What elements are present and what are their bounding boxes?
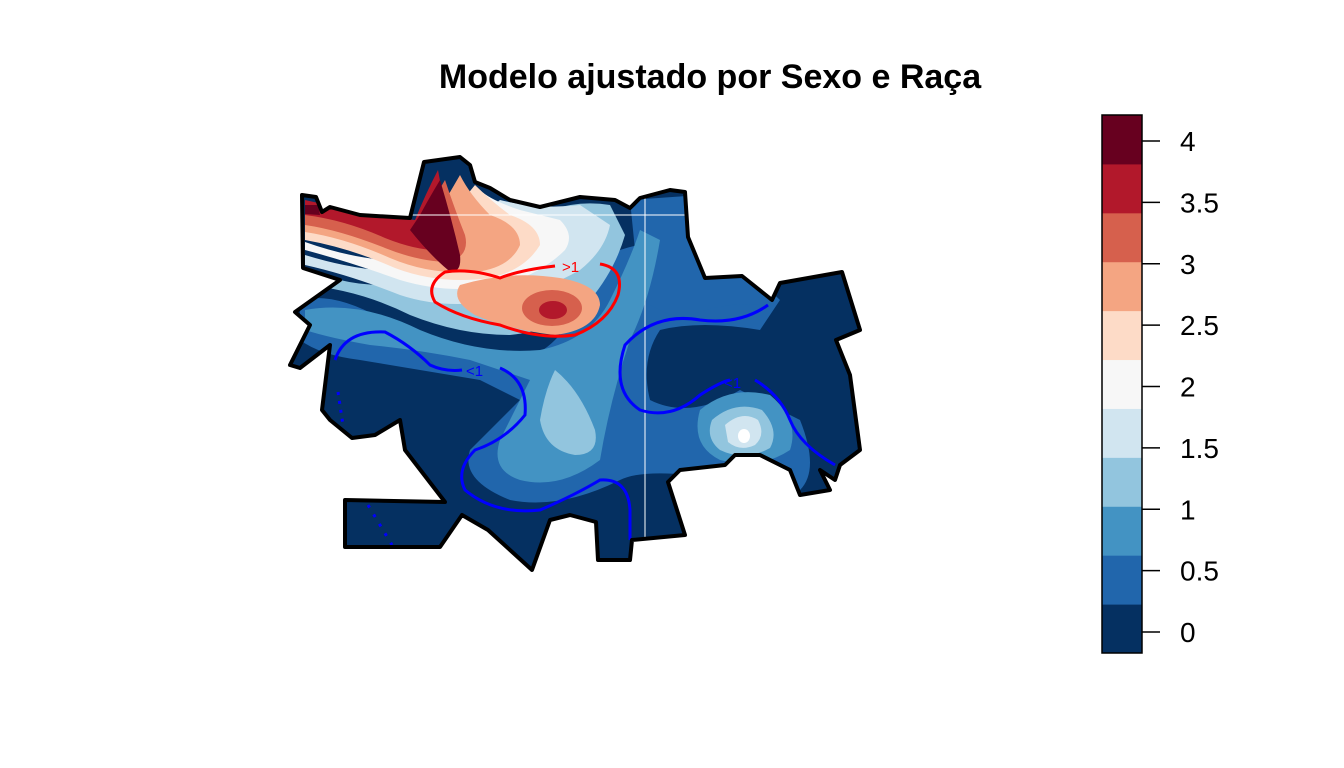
contour-line-low (366, 504, 394, 546)
legend-swatch (1102, 555, 1142, 605)
contour-label-low: <1 (466, 363, 483, 380)
color-legend (1102, 115, 1142, 654)
band-fill (540, 370, 596, 455)
legend-frame (1101, 114, 1143, 654)
legend-swatch (1102, 212, 1142, 263)
legend-tick-label: 0 (1180, 617, 1196, 648)
contour-line-low (460, 366, 632, 540)
legend-swatch (1102, 310, 1142, 361)
legend-tick-label: 4 (1180, 126, 1196, 157)
contour-high: >1 (430, 259, 621, 338)
region-outline (288, 155, 862, 572)
contour-line-low (336, 391, 345, 426)
contour-label-high: >1 (562, 259, 579, 276)
legend-tick-label: 2 (1180, 372, 1196, 403)
legend-axis: 4 3.5 3 2.5 2 1.5 1 0.5 0 (1142, 126, 1219, 648)
band-fill (305, 205, 320, 215)
legend-swatch (1102, 408, 1142, 458)
contour-line-low (618, 303, 769, 415)
legend-swatch (1102, 604, 1142, 654)
band-fill (738, 429, 750, 443)
contour-low (333, 303, 836, 546)
map-title: Modelo ajustado por Sexo e Raça (438, 58, 982, 96)
legend-tick-label: 0.5 (1180, 556, 1219, 587)
legend-tick-label: 3 (1180, 249, 1196, 280)
legend-tick-label: 1 (1180, 494, 1196, 525)
band-fill (539, 301, 567, 319)
contour-line-low (754, 378, 836, 467)
contour-line-low (333, 330, 463, 372)
legend-swatch (1102, 261, 1142, 312)
contour-line-high (430, 262, 621, 338)
contour-label-low: <1 (724, 375, 741, 392)
legend-tick-label: 3.5 (1180, 187, 1219, 218)
legend-swatch (1102, 506, 1142, 556)
legend-tick-label: 1.5 (1180, 433, 1219, 464)
legend-swatch (1102, 359, 1142, 409)
legend-swatch (1102, 115, 1142, 165)
legend-tick-label: 2.5 (1180, 310, 1219, 341)
legend-swatch (1102, 163, 1142, 214)
band-fill (305, 175, 520, 273)
band-fill (410, 180, 461, 271)
legend-swatch (1102, 457, 1142, 507)
